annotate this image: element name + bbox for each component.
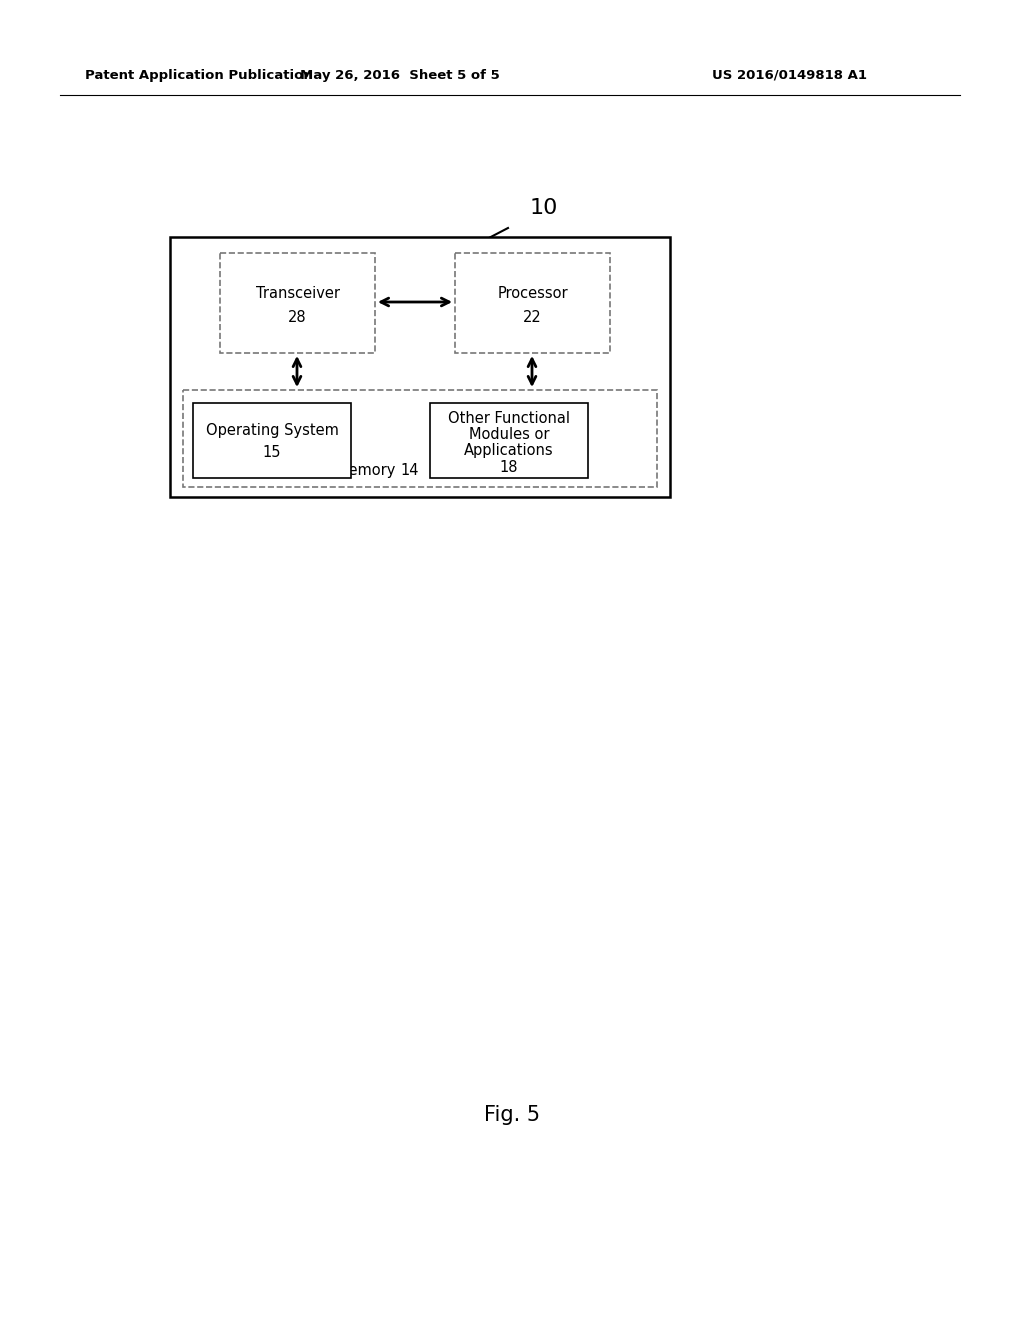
Text: Transceiver: Transceiver <box>256 285 340 301</box>
Bar <box>220 253 375 352</box>
Text: Applications: Applications <box>464 444 554 458</box>
Text: Fig. 5: Fig. 5 <box>484 1105 540 1125</box>
Text: 15: 15 <box>263 445 282 459</box>
Text: Modules or: Modules or <box>469 426 549 442</box>
Text: Patent Application Publication: Patent Application Publication <box>85 69 312 82</box>
Text: Other Functional: Other Functional <box>449 411 570 426</box>
Text: May 26, 2016  Sheet 5 of 5: May 26, 2016 Sheet 5 of 5 <box>300 69 500 82</box>
Text: 22: 22 <box>523 309 542 325</box>
Bar <box>183 389 657 487</box>
Text: US 2016/0149818 A1: US 2016/0149818 A1 <box>713 69 867 82</box>
Bar <box>430 403 588 478</box>
Bar <box>193 403 351 478</box>
Text: 18: 18 <box>500 459 518 475</box>
Bar <box>455 253 610 352</box>
Text: 10: 10 <box>530 198 558 218</box>
Bar <box>170 238 670 498</box>
Text: 14: 14 <box>400 463 419 478</box>
Text: Operating System: Operating System <box>206 422 339 438</box>
Text: Memory: Memory <box>336 463 400 478</box>
Text: 28: 28 <box>288 309 307 325</box>
Text: Processor: Processor <box>498 285 568 301</box>
